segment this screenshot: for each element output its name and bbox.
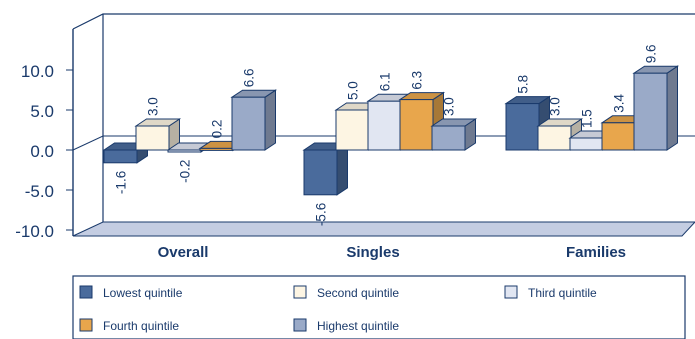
value-label: 3.0 xyxy=(146,97,161,116)
value-label: 6.6 xyxy=(242,68,257,87)
value-label: -5.6 xyxy=(314,203,329,226)
value-label: 3.4 xyxy=(612,94,627,113)
back-wall-top-edge xyxy=(72,13,695,30)
value-label: -1.6 xyxy=(114,171,129,194)
bar-front xyxy=(569,137,604,151)
bar xyxy=(632,65,680,151)
y-tick-label: 0.0 xyxy=(30,142,54,161)
value-label: 3.0 xyxy=(548,97,563,116)
value-label: 5.0 xyxy=(346,81,361,100)
bar-side xyxy=(336,142,348,196)
chart-walls xyxy=(66,13,695,237)
legend-swatch-second xyxy=(293,285,307,299)
y-tick-label: 10.0 xyxy=(21,62,54,81)
bar-front xyxy=(231,96,266,151)
legend-frame xyxy=(72,275,686,339)
bar-front xyxy=(199,147,234,151)
y-tick-label: -10.0 xyxy=(15,222,54,241)
category-label-singles: Singles xyxy=(346,244,399,261)
legend-label-highest: Highest quintile xyxy=(317,319,399,333)
bar xyxy=(230,89,278,151)
bar-front xyxy=(103,149,138,164)
bar xyxy=(134,118,182,151)
y-tick-label: 5.0 xyxy=(30,102,54,121)
category-label-overall: Overall xyxy=(158,244,209,261)
value-label: 9.6 xyxy=(644,44,659,63)
bar-front xyxy=(601,122,636,151)
bar-front xyxy=(135,125,170,151)
legend-label-second: Second quintile xyxy=(317,286,399,300)
bar-side xyxy=(666,65,678,151)
bar-side xyxy=(264,89,276,151)
value-labels: -1.6 3.0 -0.2 0.2 6.6 -5.6 5.0 6.1 6.3 3.0 5.8 3.0 1… xyxy=(114,44,659,226)
legend-swatch-highest xyxy=(293,318,307,332)
legend-label-fourth: Fourth quintile xyxy=(103,319,179,333)
value-label: 6.3 xyxy=(410,71,425,90)
bar-front xyxy=(633,72,668,151)
value-label: 0.2 xyxy=(210,120,225,139)
bar-front xyxy=(431,125,466,151)
legend-item-second: Second quintile xyxy=(293,285,399,300)
bar-front xyxy=(367,100,402,151)
bar-front xyxy=(505,103,540,151)
bar-front xyxy=(399,99,434,151)
bar-front xyxy=(303,149,338,196)
category-label-families: Families xyxy=(566,244,626,261)
bar-front xyxy=(167,149,202,153)
legend-item-highest: Highest quintile xyxy=(293,318,399,333)
value-label: 5.8 xyxy=(516,75,531,94)
legend-swatch-fourth xyxy=(79,318,93,332)
value-label: 3.0 xyxy=(442,97,457,116)
value-label: -0.2 xyxy=(178,160,193,183)
x-axis-categories: Overall Singles Families xyxy=(158,244,626,261)
legend-item-lowest: Lowest quintile xyxy=(79,285,183,300)
legend-swatch-lowest xyxy=(79,285,93,299)
legend-label-third: Third quintile xyxy=(528,286,597,300)
value-label: 6.1 xyxy=(378,72,393,91)
value-label: 1.5 xyxy=(580,109,595,128)
bar xyxy=(302,142,350,196)
bars xyxy=(102,65,680,196)
legend-label-lowest: Lowest quintile xyxy=(103,286,183,300)
zero-baseline xyxy=(72,135,695,151)
bar-front xyxy=(537,125,572,151)
y-axis-ticks: 10.0 5.0 0.0 -5.0 -10.0 xyxy=(15,62,54,241)
legend-item-fourth: Fourth quintile xyxy=(79,318,179,333)
floor-plane xyxy=(72,221,695,237)
y-tick-label: -5.0 xyxy=(25,182,54,201)
legend-item-third: Third quintile xyxy=(504,285,597,300)
bar xyxy=(430,118,478,151)
legend-swatch-third xyxy=(504,285,518,299)
bar xyxy=(536,118,584,151)
legend: Lowest quintile Second quintile Third qu… xyxy=(72,275,686,339)
bar-front xyxy=(335,109,370,151)
